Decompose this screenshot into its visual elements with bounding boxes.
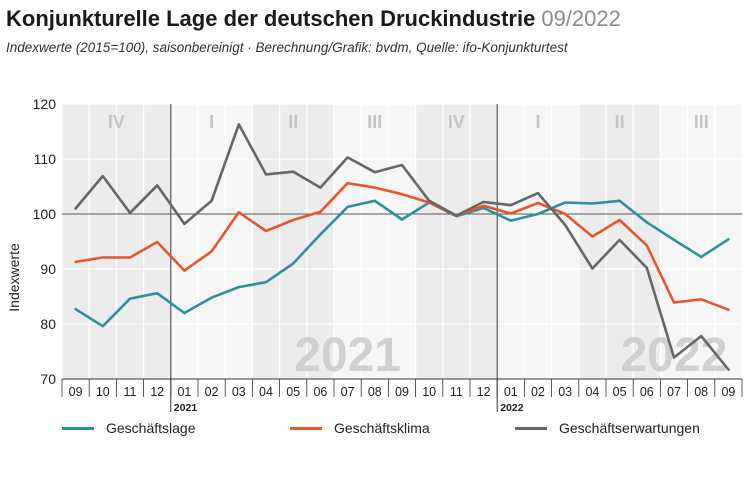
x-year-label: 2022 xyxy=(500,402,524,414)
x-tick-label: 12 xyxy=(150,385,164,399)
quarter-label: III xyxy=(367,112,382,132)
x-year-label: 2021 xyxy=(174,402,198,414)
quarter-label: I xyxy=(209,112,214,132)
x-tick-label: 11 xyxy=(124,385,137,399)
x-tick-label: 09 xyxy=(395,385,409,399)
chart-legend: Geschäftslage Geschäftsklima Geschäftserwa… xyxy=(0,420,750,444)
quarter-band xyxy=(415,104,498,379)
x-tick-label: 04 xyxy=(259,385,273,399)
x-axis: 09 10 11 12 01 02 03 04 05 06 07 08 09 10 11 12 01 02 03 04… xyxy=(61,378,743,414)
quarter-labels: IV I II III IV I II III xyxy=(108,112,709,132)
quarter-band xyxy=(252,104,334,379)
quarter-label: I xyxy=(535,112,540,132)
y-tick-label: 90 xyxy=(40,261,56,277)
quarter-label: II xyxy=(615,112,625,132)
x-tick-label: 02 xyxy=(531,385,545,399)
x-tick-label: 07 xyxy=(667,385,681,399)
x-tick-label: 06 xyxy=(640,385,654,399)
x-tick-label: 04 xyxy=(585,385,599,399)
x-tick-label: 11 xyxy=(450,385,463,399)
x-tick-label: 03 xyxy=(558,385,572,399)
legend-swatch xyxy=(515,426,547,430)
quarter-band xyxy=(170,104,253,379)
x-tick-label: 12 xyxy=(477,385,491,399)
x-tick-label: 05 xyxy=(286,385,300,399)
x-tick-label: 10 xyxy=(96,385,110,399)
legend-swatch xyxy=(62,426,94,430)
x-tick-label: 05 xyxy=(613,385,627,399)
x-tick-label: 09 xyxy=(721,385,735,399)
x-tick-label: 08 xyxy=(368,385,382,399)
x-tick-label: 02 xyxy=(205,385,219,399)
quarter-label: IV xyxy=(448,112,465,132)
y-tick-label: 70 xyxy=(40,371,56,387)
x-tick-label: 01 xyxy=(177,385,191,399)
y-tick-label: 120 xyxy=(33,96,57,112)
y-axis-label: Indexwerte xyxy=(6,243,22,312)
quarter-label: III xyxy=(694,112,709,132)
chart-subtitle: Indexwerte (2015=100), saisonbereinigt ·… xyxy=(6,40,568,55)
year-watermark: 2021 xyxy=(294,329,401,382)
quarter-band xyxy=(334,104,416,379)
y-tick-label: 110 xyxy=(34,151,57,167)
quarter-label: IV xyxy=(108,112,125,132)
legend-item: Geschäftsklima xyxy=(290,420,430,436)
legend-label: Geschäftslage xyxy=(106,420,196,436)
legend-swatch xyxy=(290,426,322,430)
x-tick-label: 09 xyxy=(69,385,83,399)
legend-item: Geschäftslage xyxy=(62,420,196,436)
chart-title: Konjunkturelle Lage der deutschen Drucki… xyxy=(6,4,621,34)
y-axis: 70 80 90 100 110 120 xyxy=(33,96,57,387)
y-tick-label: 100 xyxy=(33,206,57,222)
x-tick-label: 06 xyxy=(313,385,327,399)
x-tick-label: 01 xyxy=(504,385,518,399)
quarter-bands xyxy=(62,104,742,379)
chart-title-text: Konjunkturelle Lage der deutschen Drucki… xyxy=(6,6,536,31)
legend-label: Geschäftserwartungen xyxy=(559,420,700,436)
x-tick-label: 08 xyxy=(694,385,708,399)
x-tick-label: 07 xyxy=(341,385,355,399)
quarter-label: II xyxy=(288,112,298,132)
x-tick-label: 10 xyxy=(422,385,436,399)
series-lines xyxy=(74,123,730,371)
legend-item: Geschäftserwartungen xyxy=(515,420,700,436)
quarter-band xyxy=(660,104,742,379)
x-tick-label: 03 xyxy=(232,385,246,399)
quarter-band xyxy=(497,104,579,379)
y-tick-label: 80 xyxy=(40,316,56,332)
chart-title-date: 09/2022 xyxy=(541,6,621,31)
legend-label: Geschäftsklima xyxy=(334,420,430,436)
